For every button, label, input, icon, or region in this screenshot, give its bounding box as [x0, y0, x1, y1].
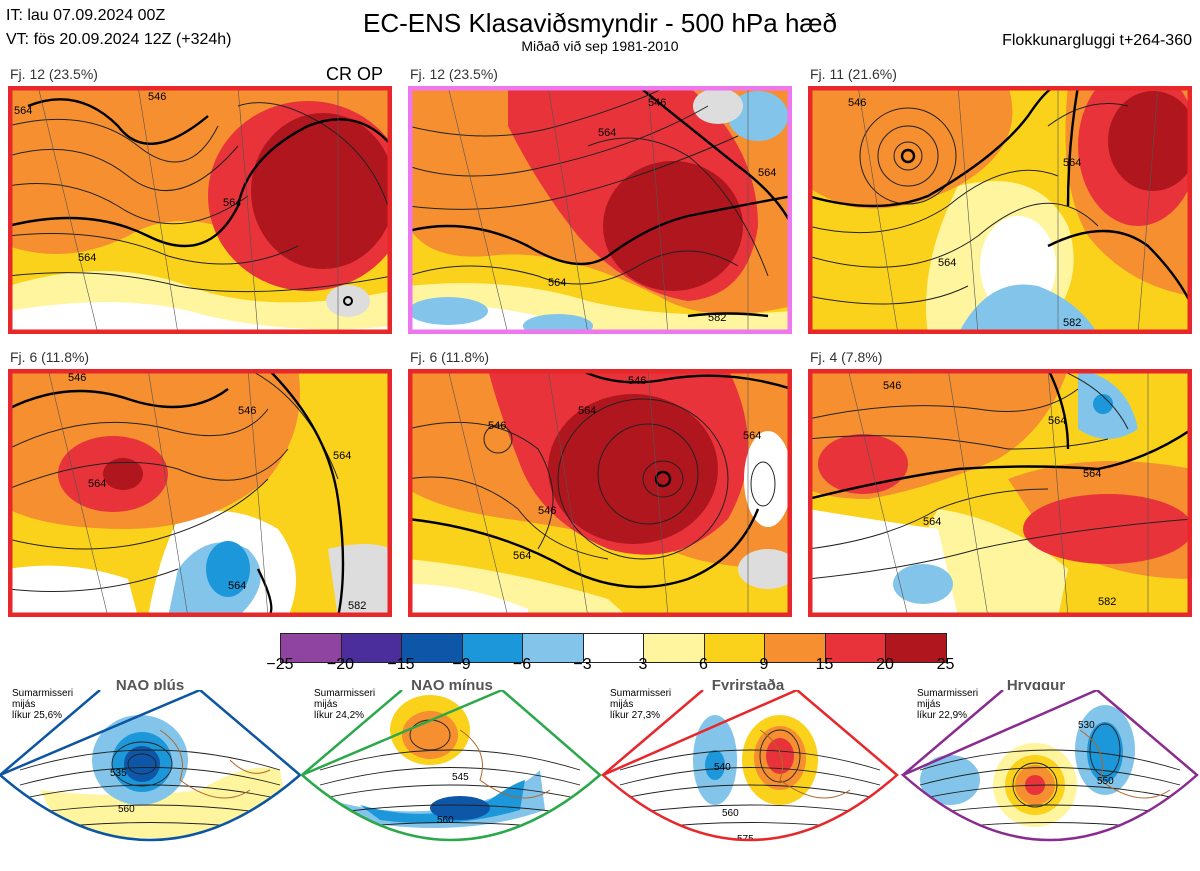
contour-label: 530 [1078, 720, 1095, 731]
contour-label: 564 [1063, 157, 1081, 169]
regime-frame [900, 690, 1199, 842]
colorbar-segment [885, 633, 947, 663]
cluster-label: Fj. 12 (23.5%) [410, 66, 498, 82]
contour-label: 564 [578, 405, 596, 417]
cluster-label: Fj. 11 (21.6%) [810, 66, 897, 82]
colorbar-segment [461, 633, 523, 663]
regime-map-blocking: 540 560 575 [603, 690, 897, 845]
regime-title: NAO mínus [411, 677, 493, 694]
regime-maps: 535 560 545 560 575 540 560 575 [0, 690, 1199, 861]
contour-label: 575 [1091, 838, 1108, 849]
contour-label: 546 [648, 97, 666, 109]
colorbar-segment [522, 633, 584, 663]
contour-label: 546 [538, 505, 556, 517]
regime-info: Sumarmisseri mijás líkur 25,6% [12, 688, 74, 721]
regime-frame [299, 690, 602, 842]
colorbar-tick-label: −6 [512, 656, 532, 673]
cr-op-label: CR OP [326, 64, 384, 84]
regime-info: Sumarmisseri mijás líkur 27,3% [610, 688, 672, 721]
contour-label: 564 [923, 516, 941, 528]
contour-label: 575 [737, 834, 754, 845]
colorbar-segment [582, 633, 644, 663]
contour-label: 564 [513, 550, 531, 562]
contour-label: 582 [348, 600, 366, 612]
initial-time: IT: lau 07.09.2024 00Z [6, 7, 166, 24]
regime-info: Sumarmisseri mijás líkur 24,2% [314, 688, 376, 721]
cluster-map-1: 546 564 564 564 [8, 86, 392, 334]
contour-label: 582 [708, 312, 726, 324]
colorbar-segment [340, 633, 402, 663]
colorbar-segment [643, 633, 705, 663]
cluster-map-3: 546 564 564 582 [808, 86, 1192, 334]
cluster-label: Fj. 6 (11.8%) [410, 349, 490, 365]
regime-map-ridge: 530 550 575 [903, 690, 1197, 849]
colorbar-tick-label: 15 [815, 656, 834, 673]
cluster-map-2: 546 564 564 564 582 [408, 86, 792, 334]
contour-label: 564 [758, 167, 776, 179]
page-subtitle: Miðað við sep 1981-2010 [521, 38, 679, 54]
contour-label: 546 [238, 405, 256, 417]
contour-label: 535 [110, 768, 127, 779]
contour-label: 560 [118, 804, 135, 815]
regime-map-nao-plus: 535 560 [0, 690, 300, 840]
contour-label: 546 [148, 91, 166, 103]
classification-window: Flokkunargluggi t+264-360 [1002, 32, 1192, 49]
page-title: EC-ENS Klasaviðsmyndir - 500 hPa hæð [363, 8, 837, 38]
colorbar-tick-label: 6 [699, 656, 708, 673]
cluster-map-6: 546 564 564 564 582 [808, 369, 1192, 617]
cluster-label: Fj. 12 (23.5%) [10, 66, 98, 82]
contour-label: 546 [488, 420, 506, 432]
contour-label: 546 [883, 380, 901, 392]
colorbar-tick-label: 20 [876, 656, 894, 673]
contour-label: 564 [228, 580, 246, 592]
regime-title: Fyrirstaða [711, 677, 785, 694]
colorbar-segment [280, 633, 342, 663]
contour-label: 560 [722, 808, 739, 819]
contour-label: 564 [333, 450, 351, 462]
contour-label: 564 [78, 252, 96, 264]
contour-label: 564 [1083, 468, 1101, 480]
contour-label: 564 [14, 105, 32, 117]
cluster-map-4: 546 546 564 564 564 582 [8, 369, 392, 617]
colorbar-tick-label: −20 [326, 656, 355, 673]
contour-label: 546 [848, 97, 866, 109]
regime-title: NAO plús [115, 677, 185, 694]
colorbar-tick-label: −15 [387, 656, 415, 673]
valid-time: VT: fös 20.09.2024 12Z (+324h) [6, 31, 232, 48]
regime-frame [0, 690, 302, 842]
cluster-map-5: 546 564 564 564 546 546 [408, 369, 792, 617]
colorbar-tick-label: −25 [266, 656, 294, 673]
regime-frame [600, 690, 899, 842]
contour-label: 546 [68, 372, 86, 384]
contour-label: 575 [447, 850, 464, 861]
regime-map-nao-minus: 545 560 575 [302, 690, 600, 861]
contour-label: 540 [714, 762, 731, 773]
contour-label: 582 [1063, 317, 1081, 329]
colorbar-tick-label: 25 [936, 656, 955, 673]
contour-label: 550 [1097, 776, 1114, 787]
contour-label: 582 [1098, 596, 1116, 608]
contour-label: 564 [938, 257, 956, 269]
colorbar-segment [824, 633, 886, 663]
contour-label: 564 [1048, 415, 1066, 427]
colorbar-segment [703, 633, 765, 663]
regime-title: Hryggur [1006, 677, 1066, 694]
contour-label: 564 [223, 197, 241, 209]
contour-label: 564 [548, 277, 566, 289]
contour-label: 564 [88, 478, 106, 490]
contour-label: 560 [437, 815, 454, 826]
colorbar-tick-label: 3 [638, 656, 648, 673]
colorbar-segment [401, 633, 463, 663]
colorbar-tick-label: −9 [452, 656, 471, 673]
colorbar-tick-label: −3 [573, 656, 592, 673]
contour-label: 564 [598, 127, 616, 139]
contour-label: 546 [628, 375, 646, 387]
contour-label: 564 [743, 430, 761, 442]
colorbar-tick-label: 9 [759, 656, 769, 673]
cluster-label: Fj. 4 (7.8%) [810, 349, 883, 365]
contour-label: 545 [452, 772, 469, 783]
regime-info: Sumarmisseri mijás líkur 22,9% [917, 688, 979, 721]
cluster-label: Fj. 6 (11.8%) [10, 349, 90, 365]
